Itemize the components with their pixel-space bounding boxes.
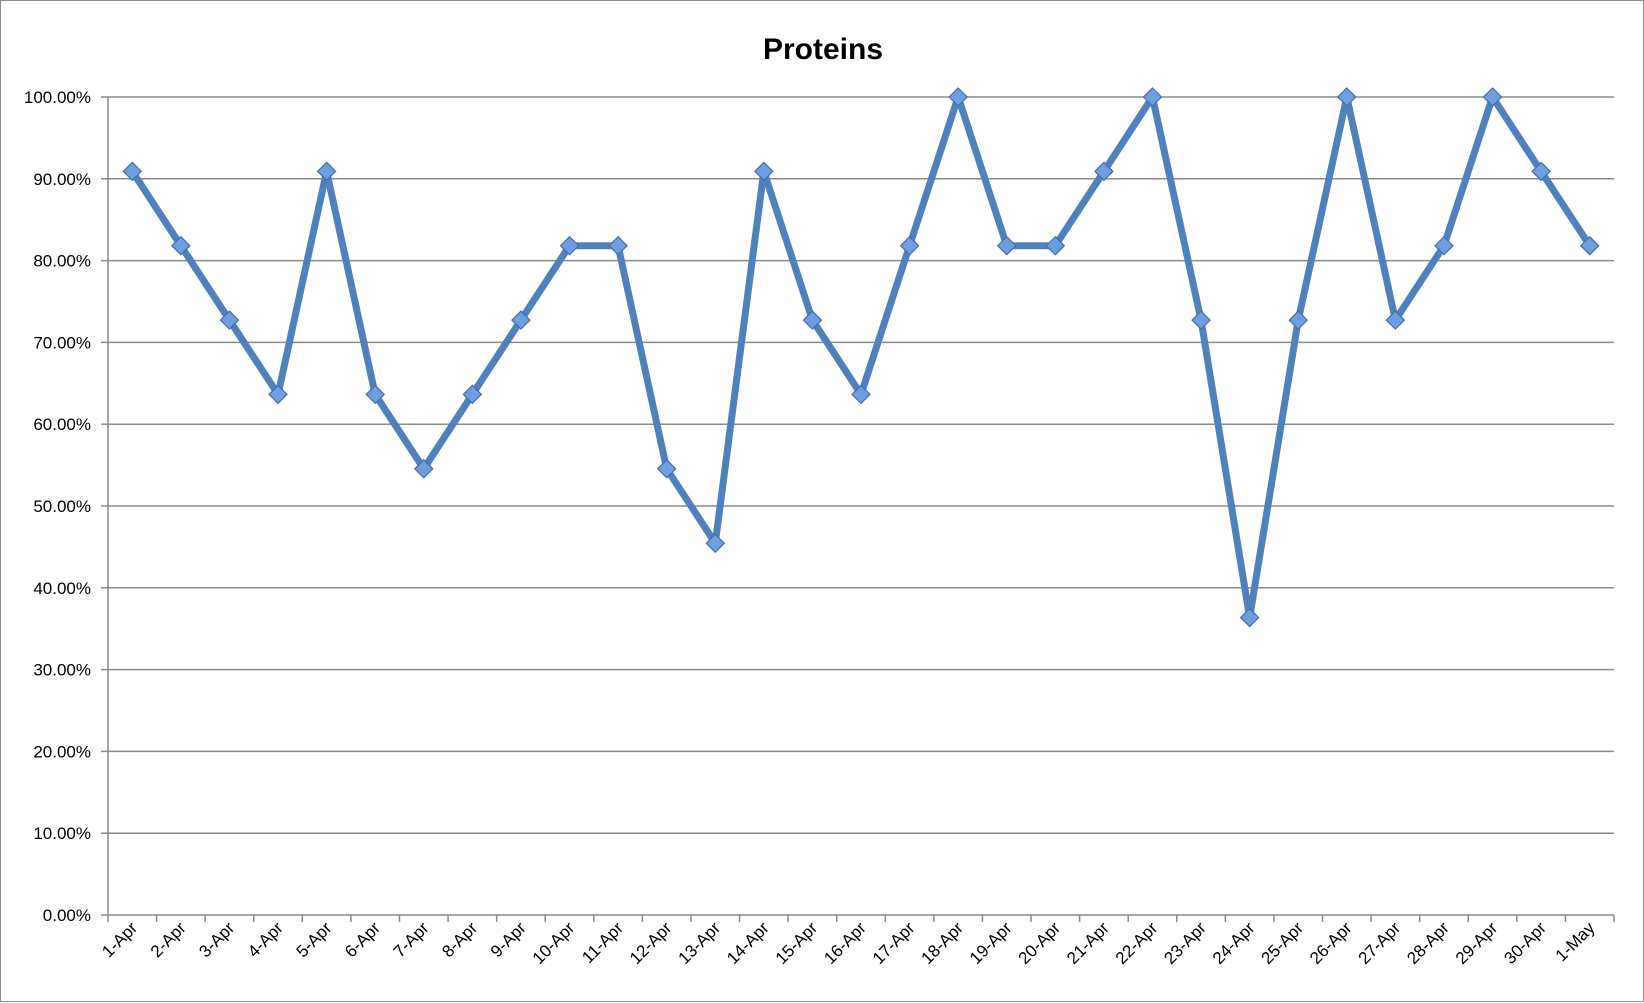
- series-line: [128, 93, 1594, 622]
- data-point-marker: [705, 533, 726, 554]
- data-point-marker: [851, 384, 871, 405]
- data-point-marker: [316, 161, 337, 182]
- x-tick-label: 11-Apr: [578, 918, 627, 967]
- data-point-marker: [1191, 310, 1211, 330]
- x-tick-label: 17-Apr: [869, 918, 919, 968]
- axes: [101, 96, 1615, 922]
- data-point-marker: [1385, 310, 1406, 330]
- y-tick-label: 80.00%: [33, 252, 91, 271]
- data-point-marker: [1531, 161, 1551, 182]
- x-tick-label: 4-Apr: [244, 918, 287, 961]
- x-tick-label: 20-Apr: [1015, 918, 1065, 968]
- data-point-marker: [948, 87, 969, 107]
- y-axis-tick-labels: 0.00% 10.00% 20.00% 30.00% 40.00% 50.00% 60.00…: [24, 88, 91, 925]
- x-tick-label: 21-Apr: [1063, 918, 1113, 968]
- data-point-marker: [511, 310, 531, 330]
- data-point-marker: [899, 235, 920, 256]
- x-tick-label: 1-Apr: [98, 918, 141, 961]
- x-tick-label: 2-Apr: [147, 918, 190, 961]
- data-point-marker: [171, 235, 191, 256]
- gridlines: [108, 96, 1614, 834]
- data-point-marker: [1336, 87, 1357, 107]
- x-tick-label: 16-Apr: [820, 918, 870, 968]
- data-point-marker: [802, 310, 823, 330]
- x-tick-label: 30-Apr: [1500, 918, 1550, 968]
- data-point-marker: [996, 235, 1017, 256]
- y-tick-label: 30.00%: [33, 661, 91, 680]
- x-tick-label: 24-Apr: [1209, 918, 1259, 968]
- y-tick-label: 40.00%: [33, 579, 91, 598]
- x-tick-label: 15-Apr: [772, 918, 822, 968]
- x-axis-tick-labels: 1-Apr 2-Apr 3-Apr 4-Apr 5-Apr 6-Apr 7-Apr 8-Apr…: [98, 918, 1599, 968]
- data-point-marker: [1045, 235, 1066, 256]
- y-tick-label: 20.00%: [33, 742, 91, 761]
- x-tick-label: 29-Apr: [1452, 918, 1502, 968]
- y-tick-label: 70.00%: [33, 333, 91, 352]
- x-tick-label: 12-Apr: [626, 918, 676, 968]
- data-point-marker: [656, 458, 677, 479]
- x-tick-label: 18-Apr: [917, 918, 967, 968]
- y-tick-label: 10.00%: [33, 824, 91, 843]
- data-point-marker: [462, 384, 483, 405]
- x-tick-label: 19-Apr: [966, 918, 1016, 968]
- x-tick-label: 13-Apr: [675, 918, 725, 968]
- data-point-marker: [753, 161, 774, 182]
- data-point-marker: [1142, 87, 1163, 107]
- x-tick-label: 9-Apr: [487, 918, 530, 961]
- x-tick-label: 22-Apr: [1112, 918, 1162, 968]
- data-point-marker: [413, 458, 434, 479]
- data-point-marker: [1434, 235, 1454, 256]
- x-tick-label: 7-Apr: [390, 918, 433, 961]
- data-point-marker: [559, 235, 580, 256]
- y-tick-label: 100.00%: [24, 88, 91, 107]
- x-tick-label: 23-Apr: [1160, 918, 1210, 968]
- series-layer: [122, 87, 1600, 628]
- data-point-marker: [219, 310, 240, 330]
- chart-title: Proteins: [763, 33, 883, 66]
- x-tick-label: 25-Apr: [1258, 918, 1308, 968]
- y-tick-label: 50.00%: [33, 497, 91, 516]
- x-tick-label: 27-Apr: [1355, 918, 1405, 968]
- x-tick-label: 6-Apr: [341, 918, 384, 961]
- data-point-marker: [1094, 161, 1114, 182]
- y-tick-label: 0.00%: [43, 906, 91, 925]
- x-tick-label: 8-Apr: [438, 918, 481, 961]
- x-tick-label: 1-May: [1552, 918, 1599, 965]
- y-tick-label: 90.00%: [33, 170, 91, 189]
- x-tick-label: 5-Apr: [293, 918, 336, 961]
- x-tick-label: 3-Apr: [195, 918, 238, 961]
- x-tick-label: 28-Apr: [1403, 918, 1453, 968]
- data-point-marker: [1579, 235, 1600, 256]
- data-point-marker: [1288, 310, 1309, 330]
- x-tick-label: 14-Apr: [723, 918, 773, 968]
- data-point-marker: [608, 235, 628, 256]
- data-point-marker: [1482, 87, 1503, 107]
- data-point-marker: [365, 384, 386, 405]
- data-point-marker: [1239, 607, 1260, 628]
- data-point-marker: [268, 384, 288, 405]
- y-tick-label: 60.00%: [33, 415, 91, 434]
- x-tick-label: 26-Apr: [1306, 918, 1356, 968]
- data-point-marker: [122, 161, 143, 182]
- x-tick-label: 10-Apr: [529, 918, 579, 968]
